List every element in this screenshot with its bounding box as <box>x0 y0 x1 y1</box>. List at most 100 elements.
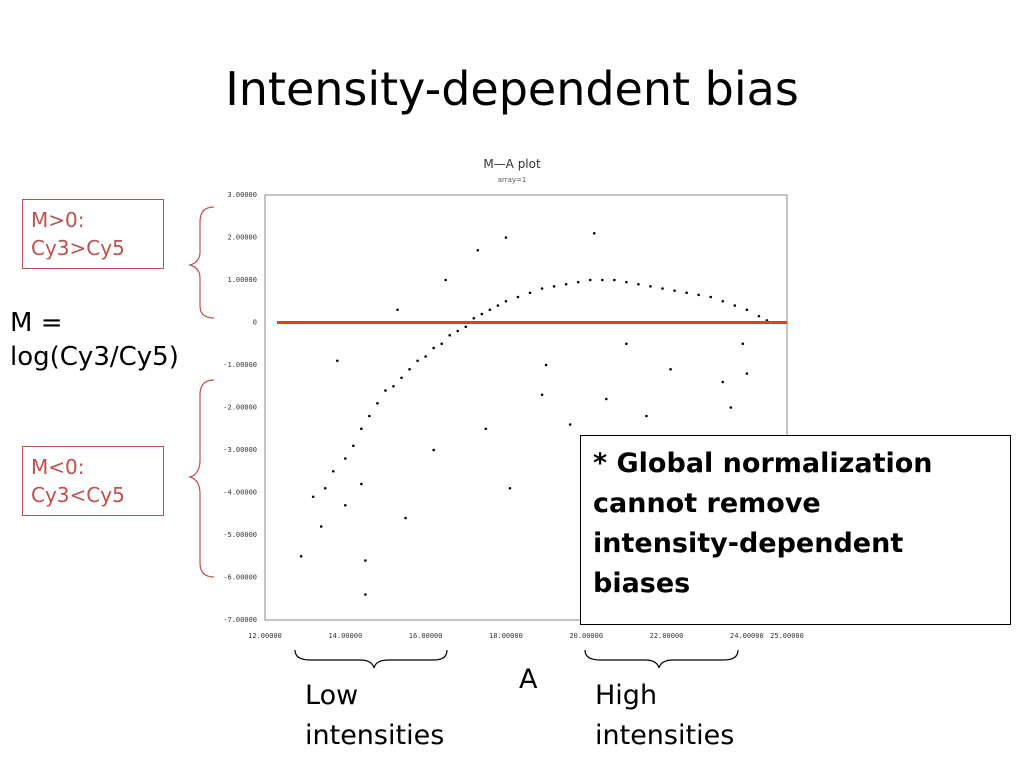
data-point <box>745 372 749 375</box>
data-point <box>544 363 548 367</box>
y-tick-label: 0 <box>253 319 257 327</box>
data-point <box>564 282 568 286</box>
data-point <box>404 516 407 520</box>
data-point <box>745 308 749 312</box>
y-tick-label: -6.00000 <box>223 574 257 582</box>
y-tick-label: -1.00000 <box>223 361 257 369</box>
data-point <box>384 389 387 392</box>
negative-m-label: M<0: Cy3<Cy5 <box>22 446 164 516</box>
data-point <box>396 308 399 312</box>
data-point <box>625 280 628 284</box>
data-point <box>504 236 508 239</box>
note-line-3: intensity-dependent <box>593 528 904 559</box>
data-point <box>540 287 544 290</box>
positive-m-line-1: M>0: <box>31 208 85 232</box>
data-point <box>448 333 452 337</box>
positive-brace <box>187 206 215 319</box>
normalization-note: * Global normalization cannot remove int… <box>580 435 1011 625</box>
high-caption-line-2: intensities <box>595 720 735 751</box>
data-point <box>673 289 676 292</box>
chart-subtitle: array=1 <box>498 176 527 184</box>
data-point <box>480 312 484 316</box>
data-point <box>613 278 616 282</box>
data-point <box>484 427 488 431</box>
y-tick-label: -3.00000 <box>223 446 257 454</box>
data-point <box>464 325 468 329</box>
m-definition-line-2: log(Cy3/Cy5) <box>10 342 179 372</box>
data-point <box>649 285 652 288</box>
negative-brace <box>187 379 215 578</box>
data-point <box>432 448 435 452</box>
data-point <box>488 308 492 312</box>
x-tick-labels: 12.00000 14.00000 16.00000 18.00000 20.00000… <box>248 632 804 640</box>
x-tick-label: 22.00000 <box>650 632 684 640</box>
plot-frame <box>264 194 788 621</box>
data-point <box>400 376 403 380</box>
positive-m-label: M>0: Cy3>Cy5 <box>22 199 164 269</box>
data-point <box>364 559 367 562</box>
high-intensities-caption: High intensities <box>595 676 734 756</box>
plot-frame-group <box>264 194 788 621</box>
data-point <box>625 342 628 346</box>
x-tick-label: 20.00000 <box>569 632 603 640</box>
data-point <box>456 329 460 333</box>
data-point <box>299 554 303 558</box>
data-point <box>729 406 733 409</box>
y-tick-label: 2.00000 <box>227 234 257 242</box>
data-point <box>709 295 713 299</box>
slide-title: Intensity-dependent bias <box>225 62 799 116</box>
x-tick-label: 18.00000 <box>489 632 523 640</box>
note-line-2: cannot remove <box>593 488 821 519</box>
data-point <box>588 278 592 282</box>
data-point <box>733 304 737 307</box>
data-point <box>540 393 544 397</box>
data-point <box>528 291 532 295</box>
high-caption-line-1: High <box>595 680 658 711</box>
scatter-points <box>299 231 769 596</box>
data-point <box>319 525 323 528</box>
data-point <box>331 469 335 473</box>
positive-m-line-2: Cy3>Cy5 <box>31 236 125 260</box>
y-tick-label: -2.00000 <box>223 404 257 412</box>
note-line-1: * Global normalization <box>593 448 933 479</box>
y-tick-label: -7.00000 <box>223 616 257 624</box>
data-point <box>424 355 427 358</box>
data-point <box>576 280 580 284</box>
data-point <box>416 359 419 363</box>
low-intensity-brace <box>294 649 448 669</box>
data-point <box>360 427 363 431</box>
y-tick-label: -4.00000 <box>223 489 257 497</box>
y-tick-label: 3.00000 <box>227 191 257 199</box>
y-tick-labels: 3.00000 2.00000 1.00000 0 -1.00000 -2.00000 -3… <box>223 191 257 624</box>
data-point <box>392 384 395 388</box>
x-tick-label: 12.00000 <box>248 632 282 640</box>
data-point <box>552 285 556 288</box>
data-point <box>516 295 520 299</box>
data-point <box>600 278 604 282</box>
data-point <box>741 342 745 346</box>
data-point <box>721 380 725 384</box>
data-point <box>721 299 725 303</box>
data-point <box>408 367 411 371</box>
data-point <box>472 316 476 320</box>
low-caption-line-2: intensities <box>305 720 445 751</box>
data-point <box>568 423 572 426</box>
data-point <box>323 486 327 490</box>
m-definition-line-1: M = <box>10 308 63 338</box>
data-point <box>368 414 371 418</box>
data-point <box>645 414 648 418</box>
x-axis-caption: A <box>519 664 538 695</box>
y-tick-label: 1.00000 <box>227 276 257 284</box>
data-point <box>444 278 447 282</box>
data-point <box>376 401 379 405</box>
data-point <box>685 291 688 295</box>
x-tick-label: 14.00000 <box>328 632 362 640</box>
x-tick-label: 25.00000 <box>770 632 804 640</box>
negative-m-line-1: M<0: <box>31 455 85 479</box>
data-point <box>440 342 443 346</box>
x-tick-label: 16.00000 <box>409 632 443 640</box>
data-point <box>697 293 700 297</box>
data-point <box>335 359 339 363</box>
data-point <box>352 444 355 448</box>
chart-title: M—A plot <box>483 157 541 171</box>
